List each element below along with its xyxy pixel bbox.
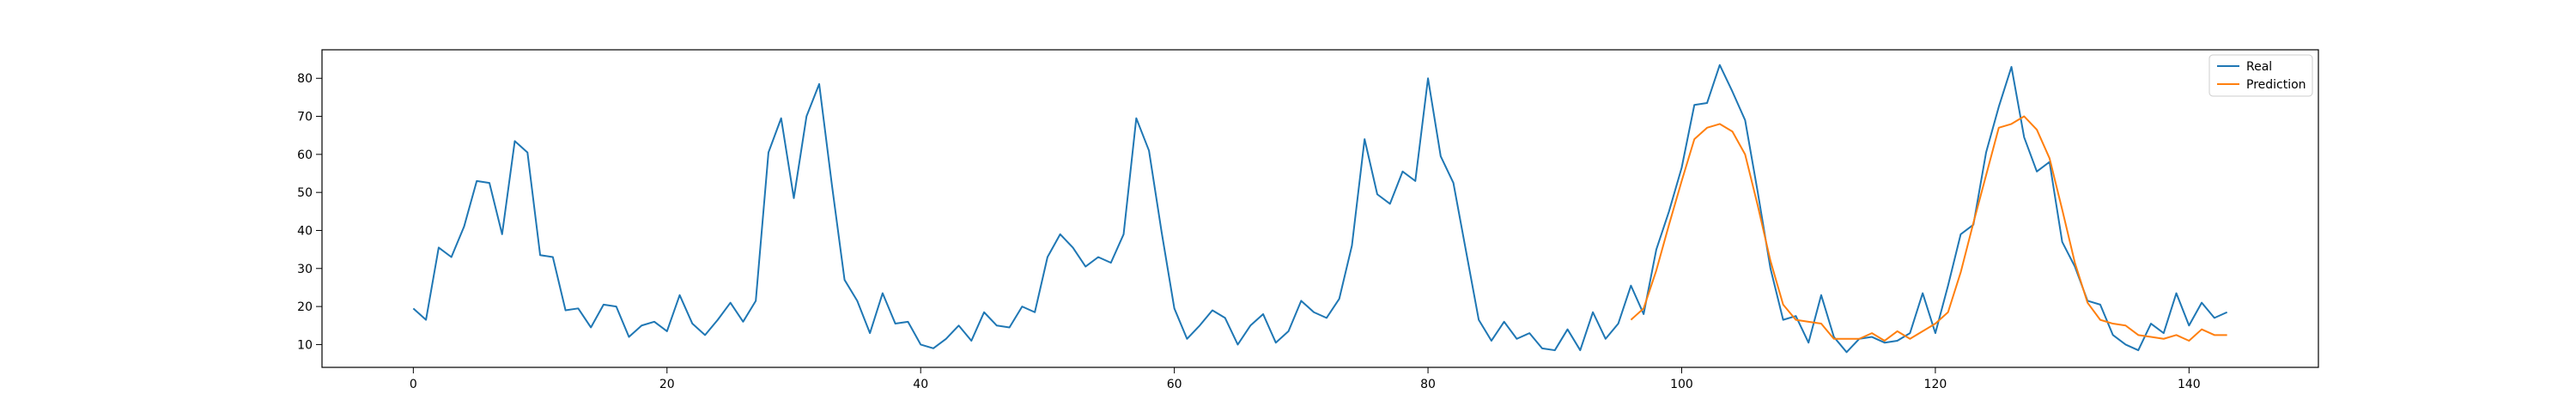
x-tick-label: 80 [1420,378,1436,391]
legend: Real Prediction [2208,54,2313,97]
legend-label-real: Real [2246,60,2272,74]
y-tick-label: 10 [297,338,313,352]
y-tick-label: 70 [297,111,313,124]
axis-layer: 0 20 40 60 80 100 120 140 10 20 30 40 50 60 70 80 [297,72,2201,391]
y-tick-label: 60 [297,148,313,162]
plot-frame [321,49,2319,368]
x-tick-label: 20 [659,378,675,391]
x-tick-label: 0 [410,378,417,391]
y-tick-label: 40 [297,224,313,238]
x-tick-label: 40 [913,378,928,391]
series-line-prediction [1630,115,2227,342]
y-tick-label: 20 [297,300,313,314]
x-tick-label: 60 [1167,378,1182,391]
x-tick-label: 140 [2178,378,2201,391]
y-tick-label: 80 [297,72,313,86]
x-tick-label: 120 [1924,378,1947,391]
series-layer [412,64,2228,354]
y-tick-label: 30 [297,263,313,276]
series-line-real [412,64,2228,354]
x-tick-label: 100 [1670,378,1693,391]
y-tick-label: 50 [297,186,313,200]
legend-label-prediction: Prediction [2246,78,2306,92]
